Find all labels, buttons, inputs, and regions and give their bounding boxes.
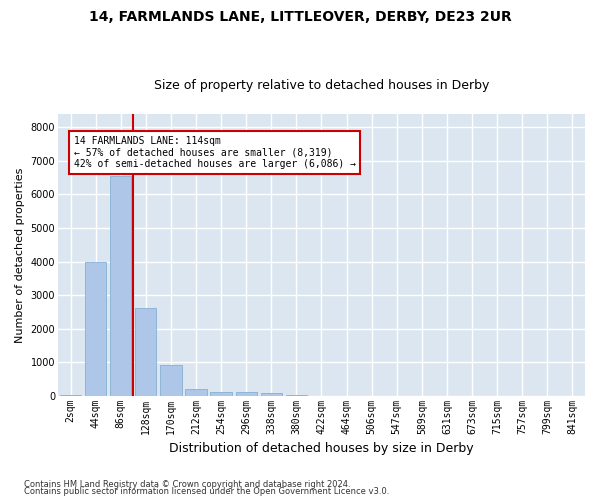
Y-axis label: Number of detached properties: Number of detached properties — [15, 167, 25, 342]
Bar — [236, 392, 257, 396]
Title: Size of property relative to detached houses in Derby: Size of property relative to detached ho… — [154, 79, 489, 92]
Bar — [160, 366, 182, 396]
Bar — [260, 392, 282, 396]
Text: Contains public sector information licensed under the Open Government Licence v3: Contains public sector information licen… — [24, 487, 389, 496]
Text: 14, FARMLANDS LANE, LITTLEOVER, DERBY, DE23 2UR: 14, FARMLANDS LANE, LITTLEOVER, DERBY, D… — [89, 10, 511, 24]
Text: Contains HM Land Registry data © Crown copyright and database right 2024.: Contains HM Land Registry data © Crown c… — [24, 480, 350, 489]
Bar — [185, 390, 206, 396]
X-axis label: Distribution of detached houses by size in Derby: Distribution of detached houses by size … — [169, 442, 474, 455]
Bar — [211, 392, 232, 396]
Bar — [110, 176, 131, 396]
Bar — [135, 308, 157, 396]
Bar — [85, 262, 106, 396]
Text: 14 FARMLANDS LANE: 114sqm
← 57% of detached houses are smaller (8,319)
42% of se: 14 FARMLANDS LANE: 114sqm ← 57% of detac… — [74, 136, 356, 169]
Bar — [60, 395, 81, 396]
Bar — [286, 395, 307, 396]
